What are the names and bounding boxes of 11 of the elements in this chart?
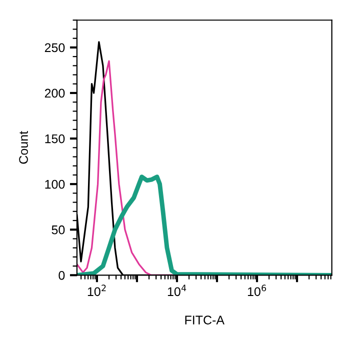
y-tick-label: 0	[58, 270, 65, 280]
x-tick-label: 10$^{2}$	[88, 284, 106, 296]
y-axis-title: Count	[19, 131, 28, 164]
y-tick-label: 50	[52, 225, 65, 234]
x-axis-title: FITC-A	[185, 316, 224, 324]
y-tick-label: 100	[45, 180, 65, 189]
y-tick-label: 250	[44, 43, 65, 52]
x-tick-label: 10$^{6}$	[248, 284, 266, 296]
y-tick-label: 200	[44, 88, 65, 98]
y-tick-label: 150	[45, 134, 65, 144]
x-tick-label: 10$^{4}$	[168, 284, 186, 296]
